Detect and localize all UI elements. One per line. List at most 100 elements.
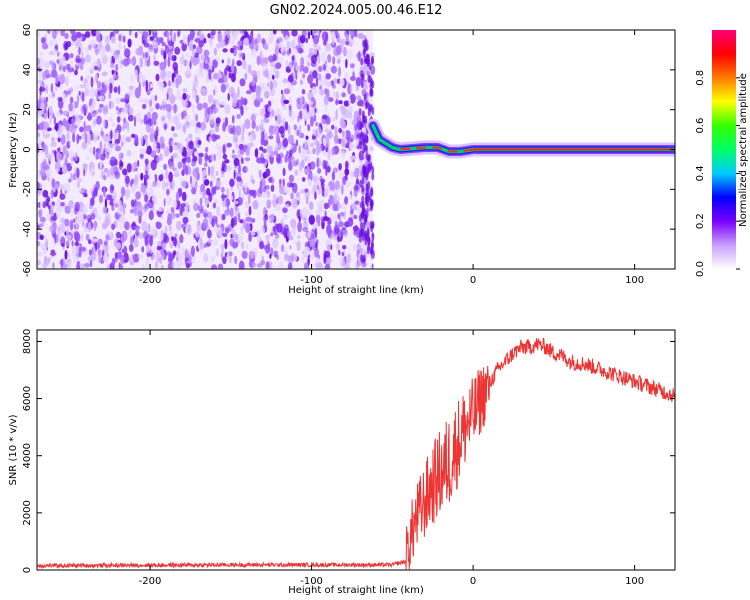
- noise-speck: [42, 189, 49, 198]
- noise-speck: [60, 217, 66, 224]
- noise-speck: [309, 238, 316, 248]
- noise-speck: [131, 162, 135, 173]
- noise-speck: [360, 221, 363, 230]
- noise-speck: [109, 100, 112, 110]
- noise-speck: [336, 137, 340, 144]
- noise-speck: [264, 213, 269, 221]
- noise-speck: [185, 225, 189, 235]
- noise-speck: [135, 191, 141, 200]
- noise-speck: [98, 252, 102, 264]
- noise-speck: [219, 213, 223, 224]
- noise-speck: [361, 110, 365, 119]
- noise-speck: [156, 245, 163, 251]
- noise-speck: [68, 178, 71, 183]
- noise-speck: [154, 174, 157, 179]
- noise-speck: [85, 233, 90, 241]
- noise-speck: [39, 63, 43, 70]
- noise-speck: [199, 208, 205, 214]
- noise-speck: [293, 239, 297, 245]
- noise-speck: [37, 112, 42, 118]
- noise-speck: [233, 200, 239, 205]
- noise-speck: [270, 213, 275, 221]
- noise-speck: [139, 74, 146, 83]
- noise-speck: [138, 45, 144, 56]
- noise-speck: [361, 119, 365, 128]
- noise-speck: [204, 146, 209, 153]
- noise-speck: [186, 65, 191, 76]
- noise-speck: [90, 197, 95, 206]
- noise-speck: [336, 243, 340, 253]
- noise-speck: [208, 136, 211, 144]
- noise-speck: [351, 35, 354, 40]
- noise-speck: [254, 43, 260, 49]
- noise-speck: [41, 96, 45, 102]
- noise-speck: [62, 93, 67, 103]
- noise-speck: [256, 263, 263, 268]
- noise-speck: [342, 245, 347, 250]
- noise-speck: [210, 180, 213, 188]
- noise-speck: [145, 80, 149, 86]
- noise-speck: [168, 171, 173, 183]
- noise-speck: [361, 73, 365, 82]
- noise-speck: [131, 133, 136, 138]
- noise-speck: [338, 128, 343, 134]
- noise-speck: [301, 159, 305, 168]
- noise-speck: [362, 164, 366, 173]
- noise-speck: [367, 95, 373, 102]
- noise-speck: [169, 240, 174, 249]
- noise-speck: [236, 181, 240, 190]
- noise-speck: [203, 212, 208, 218]
- noise-speck: [83, 193, 88, 198]
- noise-speck: [60, 55, 66, 65]
- noise-speck: [298, 215, 301, 222]
- noise-speck: [159, 153, 163, 161]
- noise-speck: [216, 226, 223, 236]
- noise-speck: [104, 35, 110, 45]
- noise-speck: [312, 135, 317, 140]
- noise-speck: [258, 186, 263, 194]
- noise-speck: [149, 245, 153, 254]
- noise-speck: [78, 63, 83, 68]
- noise-speck: [45, 169, 52, 177]
- noise-speck: [361, 184, 365, 193]
- noise-speck: [327, 54, 332, 63]
- noise-speck: [360, 80, 364, 89]
- noise-speck: [123, 117, 126, 123]
- noise-speck: [74, 201, 80, 213]
- noise-speck: [92, 238, 98, 243]
- noise-speck: [309, 201, 314, 210]
- noise-speck: [242, 98, 248, 106]
- noise-speck: [367, 154, 370, 163]
- noise-speck: [165, 103, 172, 112]
- noise-speck: [148, 210, 154, 221]
- noise-speck: [37, 152, 40, 157]
- noise-speck: [98, 216, 101, 221]
- noise-speck: [325, 31, 329, 43]
- noise-speck: [94, 73, 98, 81]
- noise-speck: [207, 239, 213, 244]
- noise-speck: [76, 167, 80, 179]
- noise-speck: [118, 34, 122, 42]
- noise-speck: [113, 86, 118, 93]
- noise-speck: [176, 154, 180, 164]
- noise-speck: [76, 133, 80, 145]
- noise-speck: [37, 259, 41, 266]
- noise-speck: [344, 196, 349, 205]
- noise-speck: [71, 31, 77, 42]
- noise-speck: [321, 52, 326, 62]
- noise-speck: [314, 248, 320, 258]
- noise-speck: [43, 244, 47, 255]
- noise-speck: [158, 80, 164, 91]
- noise-speck: [287, 95, 293, 107]
- noise-speck: [306, 149, 311, 155]
- noise-speck: [130, 56, 137, 66]
- noise-speck: [195, 94, 200, 104]
- noise-speck: [123, 44, 126, 50]
- noise-speck: [230, 73, 236, 83]
- noise-speck: [308, 214, 315, 225]
- noise-speck: [163, 70, 167, 78]
- noise-speck: [350, 170, 354, 179]
- noise-speck: [41, 37, 46, 44]
- noise-speck: [173, 199, 177, 210]
- noise-speck: [54, 161, 61, 171]
